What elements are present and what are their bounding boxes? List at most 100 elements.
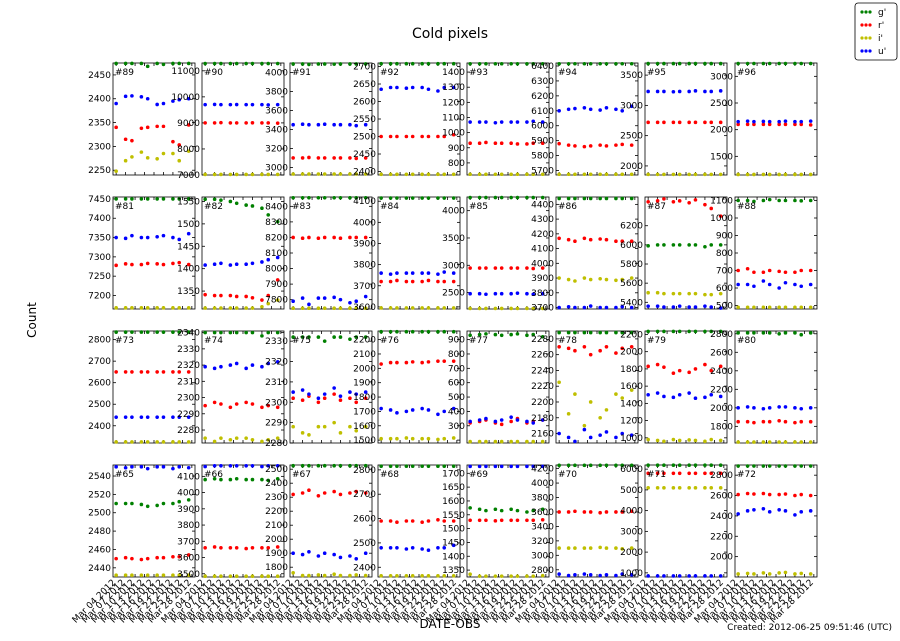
data-point — [307, 463, 311, 468]
y-tick-label: 7350 — [88, 234, 111, 244]
data-point — [752, 508, 756, 512]
data-point — [718, 364, 723, 369]
data-point — [234, 476, 239, 481]
data-point — [515, 464, 520, 469]
data-point — [307, 122, 311, 127]
data-point — [767, 440, 772, 444]
data-point — [677, 89, 682, 94]
data-point — [145, 64, 150, 69]
data-point — [687, 172, 691, 177]
data-point — [573, 463, 577, 468]
data-point — [566, 196, 571, 201]
data-point — [410, 85, 415, 90]
data-point — [646, 172, 650, 177]
data-point — [250, 402, 255, 406]
data-point — [588, 144, 593, 148]
data-point — [300, 236, 305, 241]
data-point — [316, 122, 321, 127]
data-point — [718, 243, 723, 247]
data-point — [177, 555, 182, 559]
data-point — [123, 555, 128, 560]
y-tick-label: 3000 — [531, 551, 554, 561]
data-point — [477, 61, 482, 66]
panel-label: #82 — [204, 202, 223, 212]
data-point — [212, 306, 217, 310]
data-point — [291, 551, 295, 555]
y-tick-label: 6200 — [620, 222, 643, 232]
data-point — [307, 235, 311, 240]
data-point — [703, 292, 707, 297]
y-tick-label: 1500 — [710, 152, 733, 162]
y-tick-label: 1600 — [620, 382, 643, 392]
data-point — [629, 509, 634, 514]
data-point — [777, 269, 781, 274]
data-point — [404, 436, 409, 440]
data-point — [736, 331, 740, 335]
data-point — [484, 292, 488, 297]
data-point — [395, 306, 399, 310]
data-point — [671, 199, 676, 204]
y-tick-label: 3000 — [620, 101, 643, 111]
data-point — [531, 61, 536, 66]
data-point — [671, 574, 676, 578]
data-point — [557, 276, 561, 280]
y-tick-label: 1000 — [710, 214, 733, 224]
data-point — [515, 291, 520, 295]
data-point — [468, 518, 472, 523]
panel-frame — [289, 330, 373, 444]
data-point — [540, 172, 545, 177]
data-point — [203, 464, 207, 469]
data-point — [348, 424, 352, 429]
panel-frame — [112, 62, 196, 176]
y-tick-label: 1900 — [265, 549, 288, 559]
data-point — [509, 141, 513, 146]
data-point — [566, 346, 571, 351]
data-point — [566, 435, 571, 440]
data-point — [509, 439, 513, 444]
data-point — [307, 62, 311, 67]
panel-label: #77 — [469, 336, 488, 346]
data-point — [671, 329, 676, 334]
data-point — [709, 368, 714, 373]
data-point — [484, 416, 488, 421]
data-point — [451, 85, 456, 90]
data-point — [761, 122, 766, 127]
data-point — [322, 122, 327, 127]
y-tick-label: 800 — [448, 350, 465, 360]
data-point — [477, 574, 482, 578]
data-point — [395, 545, 399, 550]
data-point — [139, 150, 144, 154]
data-point — [493, 507, 498, 512]
data-point — [582, 427, 587, 432]
y-tick-label: 2300 — [265, 398, 288, 408]
data-point — [808, 198, 813, 203]
data-point — [139, 126, 144, 131]
data-point — [410, 306, 415, 310]
data-point — [515, 172, 520, 177]
y-tick-label: 2000 — [265, 535, 288, 545]
y-tick-label: 3800 — [531, 289, 554, 299]
data-point — [410, 279, 415, 284]
data-point — [709, 392, 714, 397]
y-tick-label: 800 — [448, 159, 465, 169]
data-point — [260, 574, 264, 578]
data-point — [266, 213, 271, 217]
data-point — [212, 330, 217, 335]
data-point — [493, 519, 498, 523]
y-tick-label: 2800 — [531, 566, 554, 576]
data-point — [219, 364, 223, 369]
data-point — [588, 304, 593, 308]
data-point — [745, 122, 750, 127]
data-point — [777, 172, 781, 177]
y-tick-label: 2310 — [265, 378, 288, 388]
data-point — [493, 464, 498, 469]
data-point — [300, 388, 305, 392]
data-point — [745, 464, 750, 468]
data-point — [531, 464, 536, 469]
data-point — [212, 545, 217, 549]
data-point — [354, 463, 359, 468]
y-tick-label: 6000 — [620, 241, 643, 251]
data-point — [646, 199, 650, 204]
data-point — [155, 573, 159, 577]
panel-label: #78 — [558, 336, 577, 346]
